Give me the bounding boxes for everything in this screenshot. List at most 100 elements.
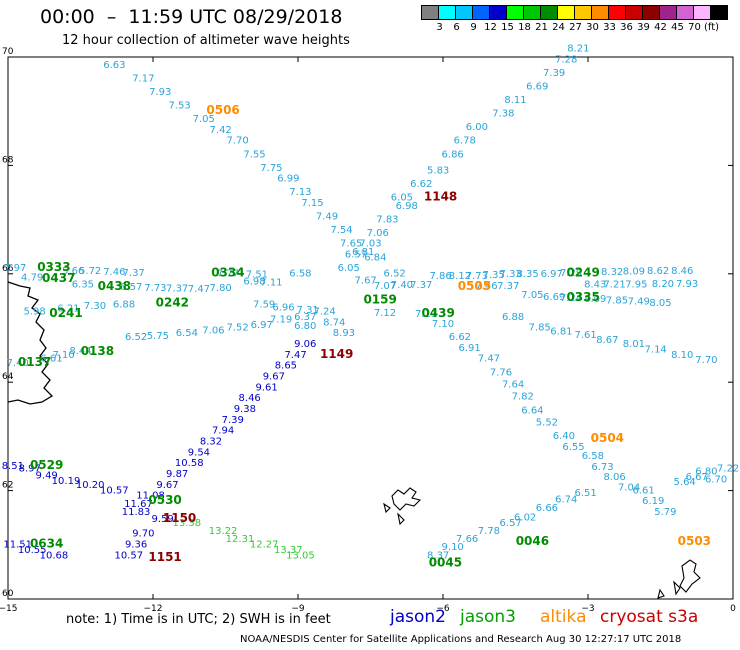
pass-time-label: 1151 (148, 550, 181, 564)
color-scale-unit: (ft) (704, 22, 720, 33)
wave-height-value: 8.01 (623, 339, 645, 350)
wave-height-value: 12.31 (226, 534, 255, 545)
wave-height-value: 5.52 (536, 418, 558, 429)
wave-height-value: 5.83 (427, 166, 449, 177)
wave-height-value: 5.75 (147, 331, 169, 342)
wave-height-value: 9.36 (125, 540, 147, 551)
wave-height-value: 6.19 (642, 496, 664, 507)
lat-label: 64 (2, 372, 14, 382)
wave-height-value: 7.93 (149, 87, 171, 98)
wave-height-value: 6.61 (40, 354, 62, 365)
wave-height-value: 8.06 (603, 472, 625, 483)
pass-time-label: 0334 (211, 266, 244, 280)
wave-height-value: 6.67 (686, 472, 708, 483)
wave-height-value: 6.98 (243, 277, 265, 288)
wave-height-value: 6.78 (454, 136, 476, 147)
color-scale-label: 27 (569, 22, 582, 33)
lat-label: 62 (2, 481, 13, 491)
color-scale-label: 18 (518, 22, 531, 33)
wave-height-value: 7.80 (210, 283, 232, 294)
wave-height-value: 9.61 (255, 382, 277, 393)
pass-time-label: 0439 (421, 306, 454, 320)
wave-height-value: 7.40 (391, 280, 413, 291)
wave-height-value: 8.46 (239, 393, 261, 404)
wave-height-value: 6.57 (345, 250, 367, 261)
wave-height-value: 10.57 (115, 550, 144, 561)
wave-height-value: 7.82 (512, 392, 534, 403)
wave-height-value: 7.66 (456, 534, 478, 545)
wave-height-value: 6.84 (364, 252, 386, 263)
wave-height-value: 8.10 (671, 350, 693, 361)
wave-height-value: 8.46 (671, 266, 693, 277)
wave-height-value: 7.28 (555, 54, 577, 65)
wave-height-value: 7.35 (483, 270, 505, 281)
wave-height-value: 7.85 (529, 323, 551, 334)
wave-height-value: 5.72 (79, 266, 101, 277)
color-scale-label: 9 (470, 22, 477, 33)
wave-height-value: 6.81 (550, 327, 572, 338)
wave-height-value: 7.67 (355, 276, 377, 287)
wave-height-value: 10.68 (40, 550, 69, 561)
wave-height-value: 6.57 (500, 518, 522, 529)
wave-height-value: 7.24 (560, 293, 582, 304)
wave-height-value: 8.67 (596, 335, 618, 346)
wave-height-value: 7.17 (132, 73, 154, 84)
wave-height-value: 8.51 (2, 461, 24, 472)
wave-height-value: 7.52 (226, 323, 248, 334)
color-scale-label: 45 (671, 22, 684, 33)
pass-time-label: 0506 (206, 103, 239, 117)
wave-height-value: 7.05 (521, 290, 543, 301)
wave-height-value: 7.15 (301, 198, 323, 209)
wave-height-value: 6.00 (466, 122, 488, 133)
wave-height-value: 6.86 (442, 149, 464, 160)
wave-height-value: 8.97 (19, 464, 41, 475)
wave-height-value: 10.58 (175, 458, 204, 469)
pass-time-label: 0503 (678, 534, 711, 548)
pass-time-label: 1149 (320, 347, 353, 361)
wave-height-value: 6.73 (591, 462, 613, 473)
wave-height-value: 7.47 (284, 350, 306, 361)
wave-height-value: 10.19 (52, 476, 81, 487)
wave-height-value: 7.42 (210, 125, 232, 136)
wave-height-value: 7.76 (490, 368, 512, 379)
pass-time-label: 0159 (363, 293, 396, 307)
color-scale-label: 30 (586, 22, 599, 33)
wave-height-value: 9.70 (132, 529, 154, 540)
wave-height-value: 6.62 (410, 179, 432, 190)
wave-height-value: 10.20 (76, 480, 105, 491)
wave-height-value: 7.30 (84, 301, 106, 312)
wave-height-value: 7.95 (625, 279, 647, 290)
wave-height-value: 11.08 (136, 491, 165, 502)
wave-height-value: 8.11 (504, 95, 526, 106)
color-scale-label: 6 (453, 22, 460, 33)
pass-time-label: 0249 (566, 266, 599, 280)
wave-height-value: 6.80 (695, 466, 717, 477)
wave-height-value: 6.62 (449, 332, 471, 343)
wave-height-value: 9.67 (263, 371, 285, 382)
color-scale-label: 12 (484, 22, 497, 33)
wave-height-value: 5.66 (62, 266, 84, 277)
wave-height-value: 6.61 (632, 485, 654, 496)
wave-height-value: 8.43 (584, 279, 606, 290)
wave-height-value: 6.55 (562, 442, 584, 453)
wave-height-value: 8.62 (647, 266, 669, 277)
wave-height-value: 6.88 (113, 299, 135, 310)
legend-entry: jason3 (460, 607, 516, 627)
lon-label: 0 (730, 604, 736, 614)
lon-label: −9 (291, 604, 305, 614)
wave-height-value: 5.64 (674, 477, 696, 488)
pass-time-label: 1150 (163, 511, 196, 525)
wave-height-value: 7.11 (415, 309, 437, 320)
page-title: 00:00 – 11:59 UTC 08/29/2018 (40, 6, 343, 28)
wave-height-value: 6.57 (120, 282, 142, 293)
wave-height-value: 6.05 (391, 193, 413, 204)
wave-height-value: 7.06 (367, 228, 389, 239)
wave-height-value: 7.97 (4, 263, 26, 274)
wave-height-value: 7.70 (695, 355, 717, 366)
wave-height-value: 9.06 (294, 339, 316, 350)
wave-height-value: 6.64 (521, 406, 543, 417)
wave-height-value: 6.97 (541, 269, 563, 280)
wave-height-value: 10.55 (18, 545, 47, 556)
